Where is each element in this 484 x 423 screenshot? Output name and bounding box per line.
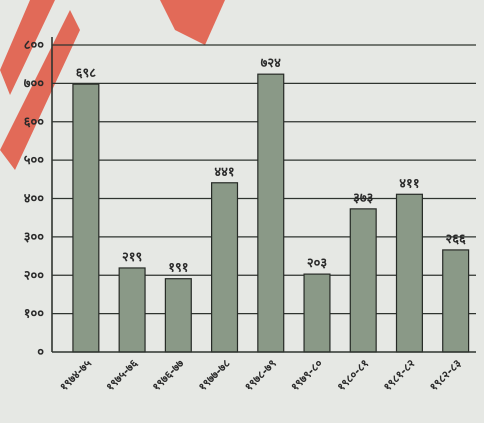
bar-6 bbox=[349, 208, 377, 353]
data-label-7: ४११ bbox=[399, 176, 419, 191]
bar-4 bbox=[257, 73, 285, 353]
data-label-0: ६९८ bbox=[76, 66, 97, 81]
x-tick-label-0: १९७४-७५ bbox=[57, 357, 94, 394]
bar-5 bbox=[303, 273, 331, 353]
data-label-8: २६६ bbox=[446, 232, 467, 247]
y-tick-label-5: ५०० bbox=[24, 153, 45, 168]
bar-8 bbox=[442, 249, 470, 353]
x-tick-label-7: १९८१-८२ bbox=[381, 357, 418, 394]
x-tick-label-6: १९८०-८१ bbox=[335, 357, 372, 394]
y-tick-label-3: ३०० bbox=[24, 230, 45, 245]
bar-0 bbox=[72, 83, 100, 353]
x-tick-label-8: १९८२-८३ bbox=[427, 357, 464, 394]
bar-1 bbox=[118, 267, 146, 353]
data-label-5: २०३ bbox=[307, 256, 328, 271]
data-label-2: १९१ bbox=[168, 261, 188, 276]
y-tick-label-2: २०० bbox=[24, 268, 45, 283]
data-label-1: २१९ bbox=[122, 250, 142, 265]
y-tick-label-0: ० bbox=[37, 345, 44, 360]
y-tick-label-1: १०० bbox=[24, 307, 45, 322]
bar-2 bbox=[164, 278, 192, 353]
y-tick-label-7: ७०० bbox=[24, 76, 45, 91]
bar-7 bbox=[395, 193, 423, 353]
x-tick-label-5: १९७९-८० bbox=[288, 357, 325, 394]
data-label-4: ७२४ bbox=[261, 56, 282, 71]
data-label-3: ४४१ bbox=[214, 165, 234, 180]
data-label-6: ३७३ bbox=[353, 191, 374, 206]
x-tick-label-4: १९७८-७९ bbox=[242, 357, 279, 394]
bar-3 bbox=[211, 182, 239, 353]
y-tick-label-8: ८०० bbox=[24, 38, 45, 53]
x-tick-label-2: १९७६-७७ bbox=[150, 357, 187, 394]
x-tick-label-1: १९७५-७६ bbox=[104, 357, 141, 394]
y-tick-label-6: ६०० bbox=[24, 115, 45, 130]
watermark-mark bbox=[0, 0, 225, 170]
x-tick-label-3: १९७७-७८ bbox=[196, 357, 233, 394]
y-tick-label-4: ४०० bbox=[24, 192, 45, 207]
